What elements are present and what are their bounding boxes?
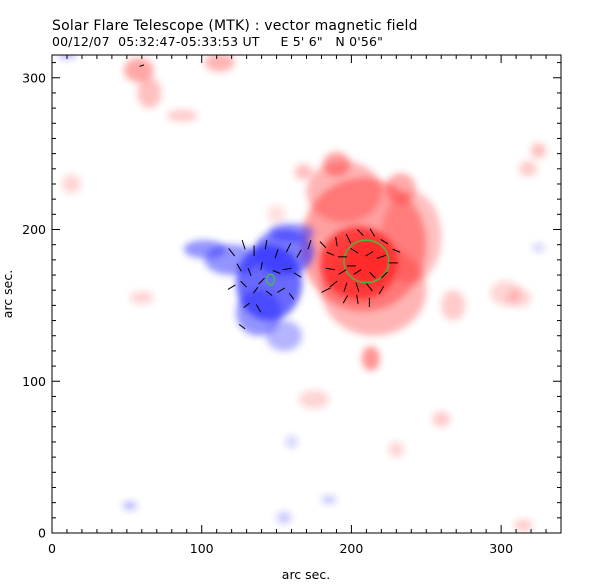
field-vector-11: [282, 267, 292, 271]
positive-field-region-16: [519, 161, 538, 177]
field-vector-38: [353, 269, 362, 275]
x-tick-label-300: 300: [489, 541, 513, 556]
negative-field-region-6: [266, 320, 303, 351]
field-vector-7: [236, 263, 242, 272]
field-vector-18: [288, 292, 295, 300]
positive-field-region-18: [507, 288, 532, 307]
positive-field-region-12: [167, 109, 198, 122]
field-vector-3: [264, 240, 268, 250]
negative-field-region-8: [276, 511, 292, 524]
field-vector-28: [369, 228, 376, 237]
field-vector-20: [255, 304, 262, 313]
field-vector-22: [258, 277, 265, 285]
contour-0: [343, 239, 390, 284]
field-vector-29: [380, 238, 389, 245]
positive-field-region-6: [385, 173, 416, 204]
field-vector-39: [369, 271, 376, 279]
field-map: [57, 55, 547, 532]
negative-field-region-11: [285, 435, 298, 449]
field-vector-45: [378, 286, 385, 295]
plot-frame: [51, 54, 562, 534]
field-vector-37: [338, 269, 347, 275]
negative-field-region-5: [269, 223, 314, 242]
y-axis-label: arc sec.: [0, 270, 15, 318]
field-vector-6: [296, 249, 302, 258]
positive-field-region-5: [381, 191, 442, 283]
positive-field-region-7: [322, 152, 350, 177]
field-vector-33: [365, 251, 374, 257]
positive-field-region-11: [204, 55, 235, 72]
field-vector-4: [274, 249, 279, 259]
field-vector-52: [139, 64, 145, 67]
field-vector-0: [228, 248, 236, 257]
y-tick-label-0: 0: [38, 526, 46, 541]
chart-title: Solar Flare Telescope (MTK) : vector mag…: [52, 18, 418, 34]
axis-ticks: 0 100 200 300 0 100 200 300: [22, 55, 562, 556]
x-axis-label: arc sec.: [282, 567, 330, 582]
field-vector-40: [380, 271, 388, 279]
field-vector-15: [252, 286, 259, 294]
negative-field-region-10: [321, 495, 337, 505]
field-vector-50: [392, 248, 401, 253]
positive-field-region-4: [306, 161, 382, 222]
field-vector-27: [357, 229, 364, 236]
positive-field-region-13: [294, 164, 313, 180]
field-vector-9: [260, 262, 263, 270]
field-vector-24: [319, 241, 327, 249]
field-vector-34: [376, 254, 387, 259]
field-vector-46: [342, 295, 349, 304]
contour-1: [266, 273, 276, 286]
positive-field-region-21: [299, 390, 329, 409]
positive-field-region-8: [361, 346, 380, 371]
negative-field-region-1: [236, 290, 282, 336]
x-tick-label-100: 100: [190, 541, 214, 556]
y-tick-label-300: 300: [22, 70, 46, 85]
field-vector-23: [307, 239, 312, 250]
x-tick-label-200: 200: [339, 541, 363, 556]
field-vector-51: [321, 287, 331, 293]
vector-layer: [139, 64, 401, 330]
positive-field-region-24: [514, 519, 533, 532]
positive-field-region-25: [62, 174, 81, 194]
field-vector-41: [329, 280, 338, 288]
field-vector-25: [335, 237, 338, 247]
field-vector-26: [345, 233, 352, 244]
field-vector-12: [293, 272, 302, 278]
y-tick-label-200: 200: [22, 222, 46, 237]
positive-field-region-22: [432, 411, 451, 427]
contour-layer: [266, 239, 390, 286]
field-vector-17: [277, 287, 286, 293]
positive-field-region-23: [388, 441, 404, 458]
positive-field-region-17: [531, 143, 547, 159]
field-vector-32: [350, 248, 359, 254]
field-vector-8: [247, 268, 252, 276]
field-vector-1: [241, 239, 246, 250]
positive-field-region-20: [129, 291, 154, 304]
positive-field-region-14: [441, 290, 466, 321]
field-vector-36: [325, 267, 336, 271]
field-vector-43: [355, 282, 360, 292]
negative-field-region-4: [183, 240, 226, 259]
field-vector-47: [356, 294, 359, 304]
field-vector-30: [326, 251, 335, 256]
positive-field-region-19: [267, 205, 286, 224]
field-vector-16: [265, 290, 273, 296]
field-vector-10: [272, 270, 281, 274]
field-vector-13: [227, 284, 236, 290]
negative-field-region-9: [122, 501, 138, 511]
positive-field-region-9: [123, 58, 154, 83]
negative-field-region-12: [532, 243, 545, 253]
field-vector-19: [243, 302, 250, 309]
field-vector-44: [365, 283, 373, 292]
x-tick-label-0: 0: [48, 541, 56, 556]
field-vector-21: [238, 323, 246, 330]
chart-subtitle: 00/12/07 05:32:47-05:33:53 UT E 5' 6" N …: [52, 34, 384, 49]
y-tick-label-100: 100: [22, 374, 46, 389]
field-vector-5: [285, 242, 292, 253]
positive-field-region-10: [137, 77, 162, 109]
field-vector-42: [343, 282, 348, 292]
field-vector-14: [240, 280, 247, 288]
